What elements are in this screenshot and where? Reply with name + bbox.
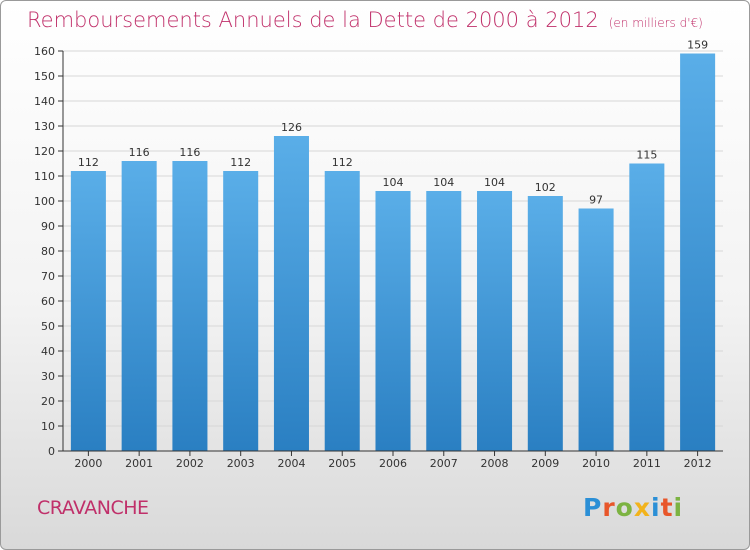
bar-2010 <box>578 208 614 451</box>
y-tick-label: 40 <box>41 345 55 358</box>
data-label: 97 <box>589 194 603 207</box>
x-tick-label: 2003 <box>227 457 255 470</box>
bar-2009 <box>527 196 563 451</box>
x-tick-label: 2005 <box>328 457 356 470</box>
data-label: 104 <box>383 176 404 189</box>
y-tick-label: 120 <box>34 145 55 158</box>
y-tick-label: 60 <box>41 295 55 308</box>
bar-2001 <box>121 161 157 451</box>
x-tick-label: 2009 <box>531 457 559 470</box>
bar-2005 <box>324 171 360 451</box>
y-tick-label: 100 <box>34 195 55 208</box>
x-tick-label: 2006 <box>379 457 407 470</box>
bar-2008 <box>477 191 513 451</box>
y-tick-label: 110 <box>34 170 55 183</box>
bar-2000 <box>70 171 106 451</box>
bar-2011 <box>629 163 665 451</box>
data-label: 104 <box>484 176 505 189</box>
x-tick-label: 2007 <box>430 457 458 470</box>
data-label: 126 <box>281 121 302 134</box>
data-label: 102 <box>535 181 556 194</box>
bars-layer: 112 116 116 112 126 112 104 104 104 102 97 115 159 <box>70 39 716 451</box>
data-label: 116 <box>129 146 150 159</box>
data-label: 104 <box>433 176 454 189</box>
bar-2007 <box>426 191 462 451</box>
x-tick-label: 2008 <box>481 457 509 470</box>
y-tick-label: 160 <box>34 45 55 58</box>
bar-2002 <box>172 161 208 451</box>
data-label: 112 <box>332 156 353 169</box>
y-tick-label: 20 <box>41 395 55 408</box>
x-tick-label: 2000 <box>74 457 102 470</box>
x-tick-label: 2004 <box>277 457 305 470</box>
data-label: 116 <box>179 146 200 159</box>
y-tick-label: 70 <box>41 270 55 283</box>
axis-layer: 0 10 20 30 40 50 60 70 80 90 100 110 120 130 140 150 160… <box>34 45 723 470</box>
proxiti-logo[interactable]: Proxiti <box>583 493 684 522</box>
bar-2003 <box>223 171 259 451</box>
y-tick-label: 150 <box>34 70 55 83</box>
y-tick-label: 80 <box>41 245 55 258</box>
town-name: CRAVANCHE <box>37 497 149 519</box>
data-label: 115 <box>636 149 657 162</box>
y-tick-label: 30 <box>41 370 55 383</box>
x-tick-label: 2001 <box>125 457 153 470</box>
data-label: 112 <box>230 156 251 169</box>
y-tick-label: 10 <box>41 420 55 433</box>
bar-2006 <box>375 191 411 451</box>
chart-subtitle: (en milliers d'€) <box>608 16 703 30</box>
x-tick-label: 2011 <box>633 457 661 470</box>
y-tick-label: 140 <box>34 95 55 108</box>
x-tick-label: 2002 <box>176 457 204 470</box>
y-tick-label: 50 <box>41 320 55 333</box>
x-tick-label: 2010 <box>582 457 610 470</box>
chart-title-text: Remboursements Annuels de la Dette de 20… <box>27 8 599 32</box>
data-label: 112 <box>78 156 99 169</box>
bar-2004 <box>273 136 309 451</box>
y-tick-label: 0 <box>48 445 55 458</box>
data-label: 159 <box>687 39 708 52</box>
x-tick-label: 2012 <box>684 457 712 470</box>
y-tick-label: 90 <box>41 220 55 233</box>
chart-title: Remboursements Annuels de la Dette de 20… <box>27 8 703 32</box>
bar-2012 <box>680 53 716 451</box>
y-tick-label: 130 <box>34 120 55 133</box>
